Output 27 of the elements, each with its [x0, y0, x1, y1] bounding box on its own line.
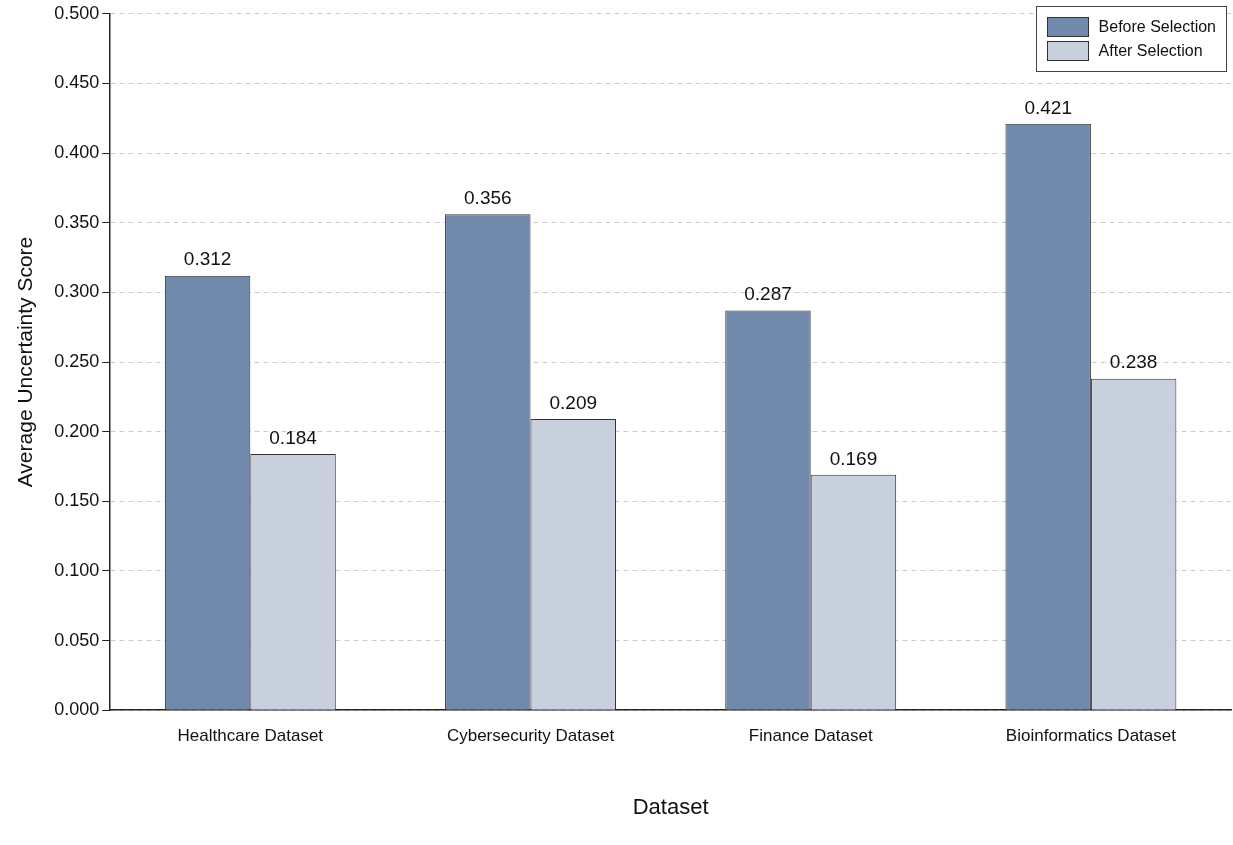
- y-axis-title: Average Uncertainty Score: [13, 236, 37, 488]
- x-tick-label: Bioinformatics Dataset: [1005, 726, 1177, 746]
- y-tick-label: 0.500: [54, 2, 100, 23]
- x-axis-title: Dataset: [632, 793, 709, 819]
- data-label: 0.184: [269, 426, 318, 448]
- y-tick-label: 0.050: [54, 629, 100, 650]
- legend-label: Before Selection: [1098, 17, 1216, 36]
- y-tick-label: 0.400: [54, 142, 100, 163]
- y-tick-label: 0.250: [54, 350, 100, 371]
- data-label: 0.169: [829, 447, 878, 469]
- data-label: 0.356: [464, 187, 512, 209]
- legend-label: After Selection: [1098, 41, 1203, 60]
- y-tick-label: 0.100: [54, 559, 100, 580]
- y-tick-label: 0.200: [54, 420, 100, 441]
- data-label: 0.238: [1109, 351, 1158, 373]
- y-tick-label: 0.350: [54, 211, 100, 232]
- y-tick-label: 0.150: [54, 490, 100, 511]
- x-tick-label: Finance Dataset: [748, 726, 873, 746]
- y-tick-label: 0.450: [54, 72, 100, 93]
- data-label: 0.209: [549, 391, 598, 413]
- y-tick-label: 0.000: [54, 699, 100, 720]
- x-tick-label: Healthcare Dataset: [177, 726, 324, 746]
- data-label: 0.287: [744, 283, 792, 305]
- data-label: 0.312: [183, 248, 232, 270]
- data-label: 0.421: [1024, 96, 1072, 118]
- y-tick-label: 0.300: [54, 281, 100, 302]
- x-tick-label: Cybersecurity Dataset: [446, 726, 615, 746]
